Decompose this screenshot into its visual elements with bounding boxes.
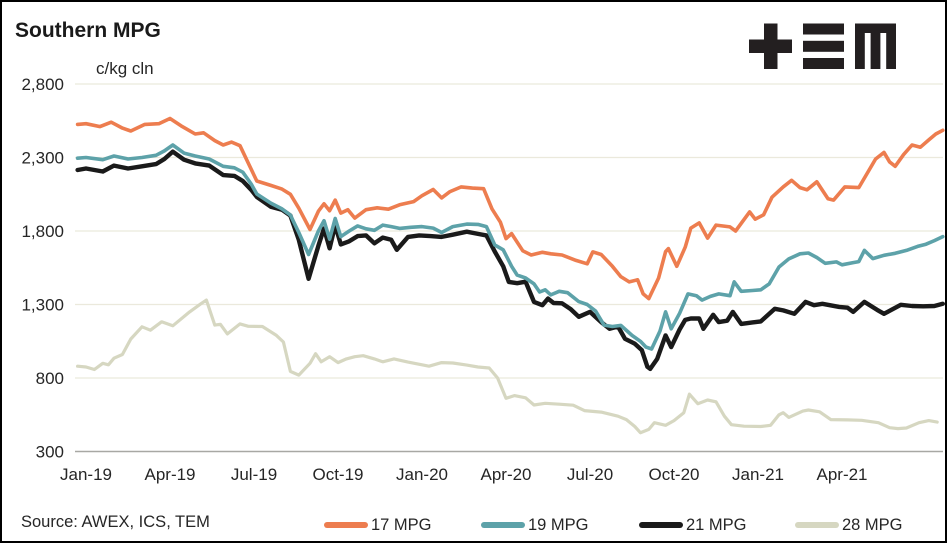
x-tick-label: Apr-21: [816, 465, 867, 484]
series-line-28-mpg: [76, 298, 939, 435]
x-tick-label: Jan-20: [396, 465, 448, 484]
x-tick-label: Jul-20: [567, 465, 613, 484]
x-tick-label: Apr-20: [480, 465, 531, 484]
x-tick-label: Oct-20: [648, 465, 699, 484]
tem-logo: [749, 23, 896, 69]
source-note: Source: AWEX, ICS, TEM: [21, 513, 210, 531]
x-tick-label: Jan-21: [732, 465, 784, 484]
triple-bar-icon: [803, 23, 844, 69]
page-title: Southern MPG: [15, 19, 161, 42]
y-tick-label: 2,800: [21, 75, 64, 94]
y-axis-unit-label: c/kg cln: [96, 59, 154, 78]
m-glyph-icon: [855, 23, 896, 69]
series-line-19-mpg: [75, 143, 945, 351]
plus-icon: [749, 23, 792, 69]
x-tick-label: Jul-19: [231, 465, 277, 484]
x-tick-label: Oct-19: [312, 465, 363, 484]
y-tick-label: 300: [36, 443, 64, 462]
y-tick-label: 1,800: [21, 222, 64, 241]
x-tick-label: Apr-19: [144, 465, 195, 484]
x-tick-label: Jan-19: [60, 465, 112, 484]
series-line-21-mpg: [75, 149, 945, 372]
y-tick-label: 800: [36, 369, 64, 388]
y-tick-label: 1,300: [21, 296, 64, 315]
y-tick-label: 2,300: [21, 149, 64, 168]
series-line-17-mpg: [75, 116, 945, 301]
